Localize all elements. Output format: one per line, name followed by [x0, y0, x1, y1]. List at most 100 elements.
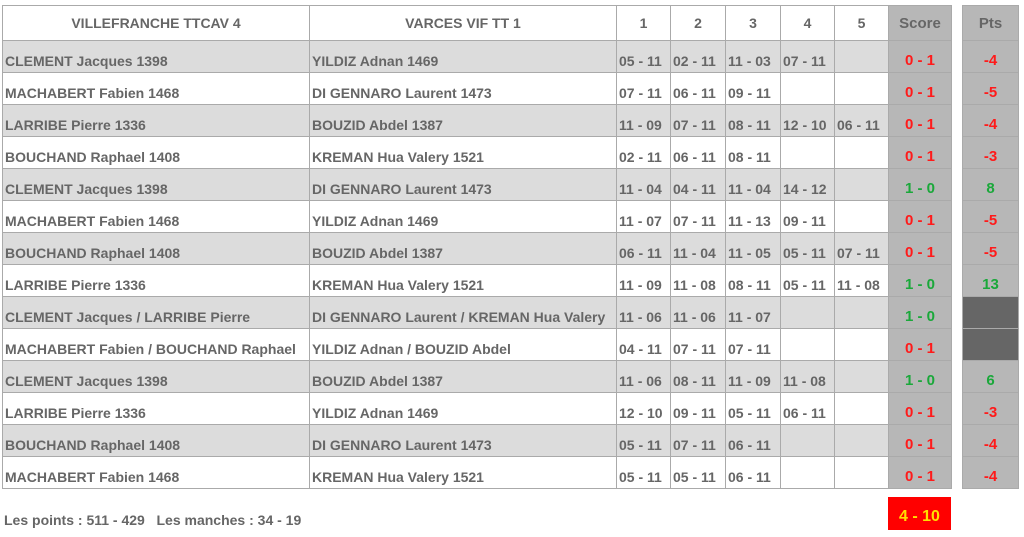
set-score: [834, 360, 889, 393]
set-score: 05 - 11: [616, 424, 671, 457]
team2-header: VARCES VIF TT 1: [309, 5, 617, 41]
match-score: 1 - 0: [888, 360, 952, 393]
pts-value: -5: [962, 200, 1019, 233]
match-row: MACHABERT Fabien 1468 DI GENNARO Laurent …: [2, 72, 952, 105]
set-score: 14 - 12: [780, 168, 835, 201]
match-score: 1 - 0: [888, 168, 952, 201]
match-score: 0 - 1: [888, 392, 952, 425]
set-score: 07 - 11: [670, 424, 726, 457]
set-score: [780, 328, 835, 361]
set-score: 08 - 11: [725, 264, 781, 297]
set-score: 11 - 09: [616, 104, 671, 137]
set-score: [780, 456, 835, 489]
set-score: 05 - 11: [780, 264, 835, 297]
player2: KREMAN Hua Valery 1521: [309, 136, 617, 169]
set-score: [780, 296, 835, 329]
player1: CLEMENT Jacques / LARRIBE Pierre: [2, 296, 310, 329]
pts-value: -3: [962, 392, 1019, 425]
total-score: 4 - 10: [888, 497, 951, 530]
pts-row: -4: [962, 456, 1019, 489]
player1: BOUCHAND Raphael 1408: [2, 232, 310, 265]
set-score: 06 - 11: [616, 232, 671, 265]
pts-row: 8: [962, 168, 1019, 201]
set-score: 07 - 11: [670, 200, 726, 233]
set-header: 3: [725, 5, 781, 41]
pts-value: 6: [962, 360, 1019, 393]
pts-value: -5: [962, 72, 1019, 105]
player1: CLEMENT Jacques 1398: [2, 168, 310, 201]
match-score: 0 - 1: [888, 424, 952, 457]
set-score: 06 - 11: [834, 104, 889, 137]
match-score: 0 - 1: [888, 456, 952, 489]
match-row: CLEMENT Jacques 1398 YILDIZ Adnan 1469 05 …: [2, 40, 952, 73]
set-score: 02 - 11: [616, 136, 671, 169]
match-summary: Les points : 511 - 429 Les manches : 34 …: [4, 512, 302, 528]
match-score: 0 - 1: [888, 200, 952, 233]
set-score: 08 - 11: [725, 104, 781, 137]
player2: KREMAN Hua Valery 1521: [309, 456, 617, 489]
set-score: 05 - 11: [616, 456, 671, 489]
set-score: [834, 72, 889, 105]
player2: KREMAN Hua Valery 1521: [309, 264, 617, 297]
set-score: [834, 136, 889, 169]
set-score: 05 - 11: [780, 232, 835, 265]
match-row: MACHABERT Fabien 1468 YILDIZ Adnan 1469 11…: [2, 200, 952, 233]
pts-value: -4: [962, 456, 1019, 489]
set-score: [834, 40, 889, 73]
player1: LARRIBE Pierre 1336: [2, 392, 310, 425]
player2: YILDIZ Adnan 1469: [309, 200, 617, 233]
set-score: 02 - 11: [670, 40, 726, 73]
match-row: CLEMENT Jacques / LARRIBE Pierre DI GENNA…: [2, 296, 952, 329]
set-score: 11 - 04: [670, 232, 726, 265]
pts-row: -4: [962, 104, 1019, 137]
score-header: Score: [888, 5, 952, 41]
set-score: 11 - 09: [616, 264, 671, 297]
match-score: 1 - 0: [888, 296, 952, 329]
player1: BOUCHAND Raphael 1408: [2, 136, 310, 169]
set-score: 11 - 07: [725, 296, 781, 329]
pts-row: -5: [962, 200, 1019, 233]
set-score: 11 - 06: [670, 296, 726, 329]
set-score: [834, 200, 889, 233]
player1: LARRIBE Pierre 1336: [2, 104, 310, 137]
match-row: LARRIBE Pierre 1336 YILDIZ Adnan 1469 12 -…: [2, 392, 952, 425]
player2: BOUZID Abdel 1387: [309, 104, 617, 137]
pts-header: Pts: [962, 5, 1019, 41]
set-score: 11 - 09: [725, 360, 781, 393]
set-score: 11 - 04: [616, 168, 671, 201]
set-score: 06 - 11: [780, 392, 835, 425]
player1: MACHABERT Fabien 1468: [2, 72, 310, 105]
pts-row: -5: [962, 72, 1019, 105]
pts-value: -4: [962, 104, 1019, 137]
set-score: 09 - 11: [725, 72, 781, 105]
pts-row: 6: [962, 360, 1019, 393]
player2: BOUZID Abdel 1387: [309, 232, 617, 265]
set-score: 11 - 13: [725, 200, 781, 233]
pts-row: 13: [962, 264, 1019, 297]
pts-row: [962, 328, 1019, 361]
set-score: [780, 424, 835, 457]
set-header: 2: [670, 5, 726, 41]
match-row: CLEMENT Jacques 1398 BOUZID Abdel 1387 11 …: [2, 360, 952, 393]
player2: YILDIZ Adnan 1469: [309, 392, 617, 425]
pts-value: -4: [962, 424, 1019, 457]
set-score: 09 - 11: [670, 392, 726, 425]
set-score: 05 - 11: [725, 392, 781, 425]
pts-value: [962, 328, 1019, 361]
set-score: 09 - 11: [780, 200, 835, 233]
match-row: MACHABERT Fabien 1468 KREMAN Hua Valery 1…: [2, 456, 952, 489]
pts-value: 8: [962, 168, 1019, 201]
set-score: 08 - 11: [670, 360, 726, 393]
set-score: 06 - 11: [670, 72, 726, 105]
set-score: 04 - 11: [616, 328, 671, 361]
player1: MACHABERT Fabien 1468: [2, 456, 310, 489]
player2: BOUZID Abdel 1387: [309, 360, 617, 393]
player2: YILDIZ Adnan / BOUZID Abdel: [309, 328, 617, 361]
set-score: 12 - 10: [616, 392, 671, 425]
pts-value: -3: [962, 136, 1019, 169]
match-score: 0 - 1: [888, 40, 952, 73]
set-score: 11 - 08: [780, 360, 835, 393]
player2: DI GENNARO Laurent 1473: [309, 424, 617, 457]
pts-row: -4: [962, 424, 1019, 457]
match-score: 0 - 1: [888, 104, 952, 137]
